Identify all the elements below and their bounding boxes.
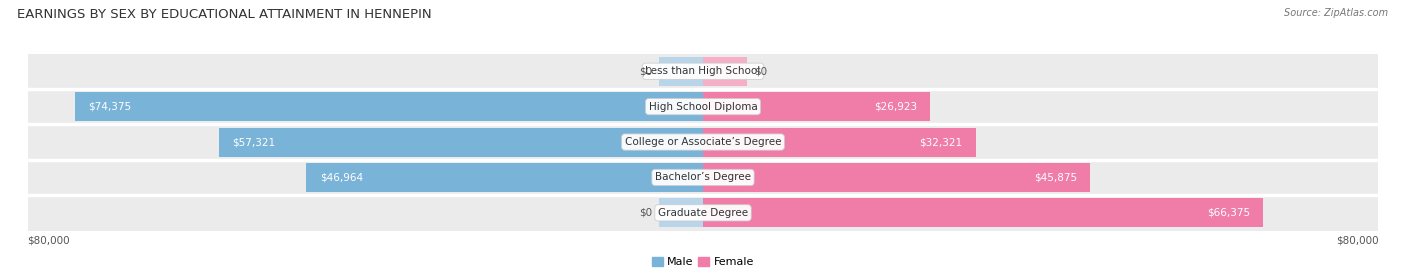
Bar: [703, 198, 1264, 227]
Text: $57,321: $57,321: [232, 137, 276, 147]
Text: $66,375: $66,375: [1206, 208, 1250, 218]
Bar: [307, 163, 703, 192]
Bar: [75, 92, 703, 121]
Bar: [28, 160, 1378, 195]
Text: Bachelor’s Degree: Bachelor’s Degree: [655, 172, 751, 183]
Text: Graduate Degree: Graduate Degree: [658, 208, 748, 218]
Text: College or Associate’s Degree: College or Associate’s Degree: [624, 137, 782, 147]
Bar: [703, 92, 931, 121]
Bar: [28, 195, 1378, 230]
Text: $0: $0: [754, 66, 766, 76]
Text: $26,923: $26,923: [873, 102, 917, 112]
Bar: [659, 198, 703, 227]
Bar: [28, 89, 1378, 124]
Text: $80,000: $80,000: [28, 236, 70, 246]
Text: Less than High School: Less than High School: [645, 66, 761, 76]
Text: EARNINGS BY SEX BY EDUCATIONAL ATTAINMENT IN HENNEPIN: EARNINGS BY SEX BY EDUCATIONAL ATTAINMEN…: [17, 8, 432, 21]
Text: $0: $0: [640, 66, 652, 76]
Bar: [703, 57, 747, 86]
Bar: [703, 128, 976, 157]
Text: Source: ZipAtlas.com: Source: ZipAtlas.com: [1284, 8, 1388, 18]
Legend: Male, Female: Male, Female: [647, 252, 759, 268]
Bar: [28, 124, 1378, 160]
Text: $45,875: $45,875: [1033, 172, 1077, 183]
Text: High School Diploma: High School Diploma: [648, 102, 758, 112]
Text: $74,375: $74,375: [89, 102, 132, 112]
Bar: [703, 163, 1090, 192]
Bar: [219, 128, 703, 157]
Text: $32,321: $32,321: [920, 137, 962, 147]
Text: $0: $0: [640, 208, 652, 218]
Bar: [659, 57, 703, 86]
Text: $80,000: $80,000: [1336, 236, 1378, 246]
Text: $46,964: $46,964: [321, 172, 363, 183]
Bar: [28, 54, 1378, 89]
